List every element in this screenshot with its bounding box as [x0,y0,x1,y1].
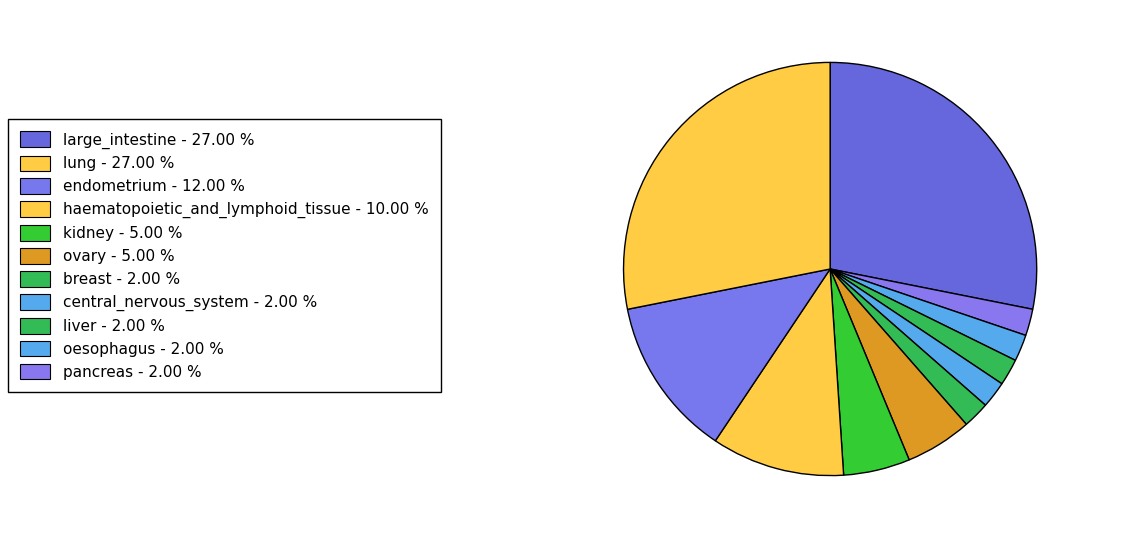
Wedge shape [830,269,1016,384]
Wedge shape [830,269,1002,405]
Wedge shape [830,269,909,475]
Wedge shape [830,269,986,424]
Wedge shape [830,269,966,460]
Wedge shape [627,269,830,441]
Wedge shape [624,62,830,309]
Wedge shape [716,269,844,476]
Wedge shape [830,62,1036,309]
Wedge shape [830,269,1026,360]
Legend: large_intestine - 27.00 %, lung - 27.00 %, endometrium - 12.00 %, haematopoietic: large_intestine - 27.00 %, lung - 27.00 … [8,119,441,392]
Wedge shape [830,269,1033,335]
